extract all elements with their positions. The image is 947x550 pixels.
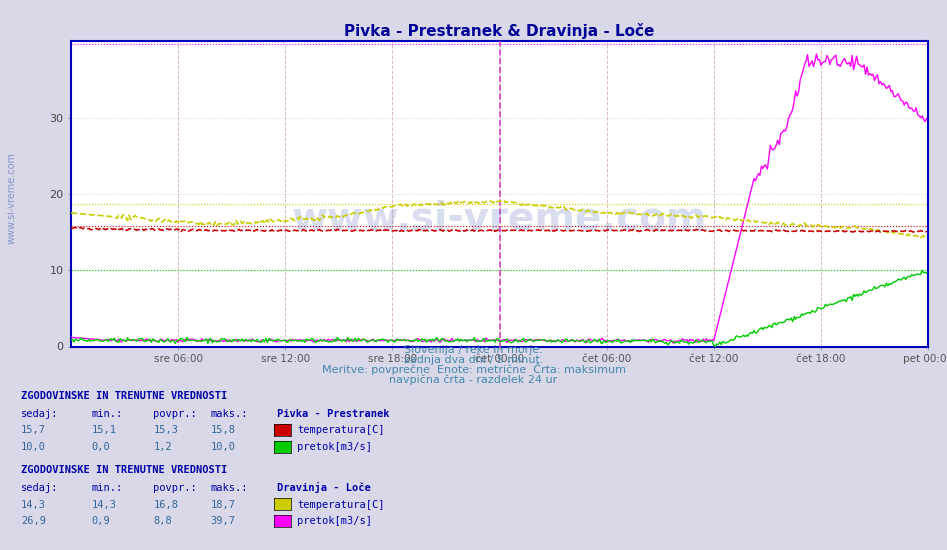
Text: povpr.:: povpr.: bbox=[153, 483, 197, 493]
Text: Dravinja - Loče: Dravinja - Loče bbox=[277, 482, 370, 493]
Text: ZGODOVINSKE IN TRENUTNE VREDNOSTI: ZGODOVINSKE IN TRENUTNE VREDNOSTI bbox=[21, 465, 227, 475]
Text: 15,8: 15,8 bbox=[210, 425, 235, 436]
Text: 15,3: 15,3 bbox=[153, 425, 178, 436]
Text: 0,0: 0,0 bbox=[92, 442, 111, 452]
Text: 18,7: 18,7 bbox=[210, 499, 235, 510]
Text: sedaj:: sedaj: bbox=[21, 409, 59, 419]
Text: 15,1: 15,1 bbox=[92, 425, 116, 436]
Text: 1,2: 1,2 bbox=[153, 442, 172, 452]
Text: 10,0: 10,0 bbox=[21, 442, 45, 452]
Text: 26,9: 26,9 bbox=[21, 516, 45, 526]
Title: Pivka - Prestranek & Dravinja - Loče: Pivka - Prestranek & Dravinja - Loče bbox=[345, 23, 654, 38]
Text: 10,0: 10,0 bbox=[210, 442, 235, 452]
Text: www.si-vreme.com: www.si-vreme.com bbox=[7, 152, 16, 244]
Text: temperatura[C]: temperatura[C] bbox=[297, 499, 384, 510]
Text: 14,3: 14,3 bbox=[21, 499, 45, 510]
Text: temperatura[C]: temperatura[C] bbox=[297, 425, 384, 436]
Text: www.si-vreme.com: www.si-vreme.com bbox=[292, 199, 707, 237]
Text: maks.:: maks.: bbox=[210, 409, 248, 419]
Text: 14,3: 14,3 bbox=[92, 499, 116, 510]
Text: 39,7: 39,7 bbox=[210, 516, 235, 526]
Text: navpična črta - razdelek 24 ur: navpična črta - razdelek 24 ur bbox=[389, 375, 558, 385]
Text: sedaj:: sedaj: bbox=[21, 483, 59, 493]
Text: 8,8: 8,8 bbox=[153, 516, 172, 526]
Text: Meritve: povprečne  Enote: metrične  Črta: maksimum: Meritve: povprečne Enote: metrične Črta:… bbox=[321, 363, 626, 375]
Text: pretok[m3/s]: pretok[m3/s] bbox=[297, 516, 372, 526]
Text: min.:: min.: bbox=[92, 409, 123, 419]
Text: 0,9: 0,9 bbox=[92, 516, 111, 526]
Text: ZGODOVINSKE IN TRENUTNE VREDNOSTI: ZGODOVINSKE IN TRENUTNE VREDNOSTI bbox=[21, 390, 227, 401]
Text: min.:: min.: bbox=[92, 483, 123, 493]
Text: Pivka - Prestranek: Pivka - Prestranek bbox=[277, 409, 389, 419]
Text: povpr.:: povpr.: bbox=[153, 409, 197, 419]
Text: Slovenija / reke in morje.: Slovenija / reke in morje. bbox=[404, 345, 543, 355]
Text: zadnja dva dni / 5 minut.: zadnja dva dni / 5 minut. bbox=[403, 355, 544, 365]
Text: maks.:: maks.: bbox=[210, 483, 248, 493]
Text: 16,8: 16,8 bbox=[153, 499, 178, 510]
Text: 15,7: 15,7 bbox=[21, 425, 45, 436]
Text: pretok[m3/s]: pretok[m3/s] bbox=[297, 442, 372, 452]
